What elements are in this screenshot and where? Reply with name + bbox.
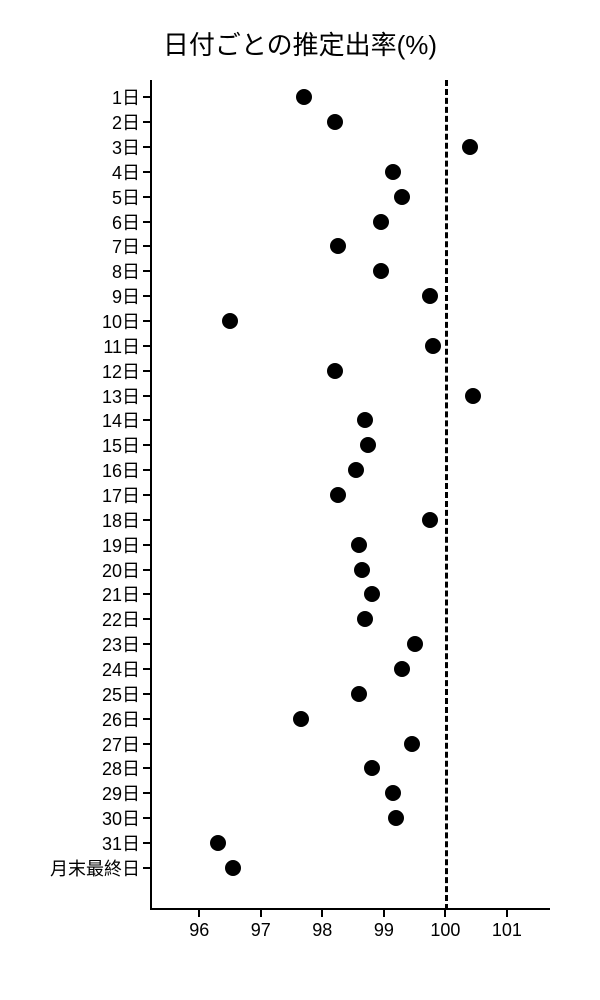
y-axis-label: 16日 bbox=[102, 457, 150, 483]
chart-container: 日付ごとの推定出率(%) 1日2日3日4日5日6日7日8日9日10日11日12日… bbox=[0, 0, 600, 1000]
x-axis-label: 100 bbox=[430, 910, 460, 941]
data-point bbox=[385, 785, 401, 801]
data-point bbox=[330, 238, 346, 254]
x-axis-label: 96 bbox=[189, 910, 209, 941]
data-point bbox=[373, 263, 389, 279]
y-axis-label: 14日 bbox=[102, 407, 150, 433]
reference-line bbox=[445, 80, 448, 910]
y-axis-label: 8日 bbox=[112, 258, 150, 284]
y-axis-label: 5日 bbox=[112, 184, 150, 210]
y-axis-label: 22日 bbox=[102, 606, 150, 632]
y-axis-label: 15日 bbox=[102, 432, 150, 458]
data-point bbox=[425, 338, 441, 354]
data-point bbox=[327, 363, 343, 379]
data-point bbox=[293, 711, 309, 727]
y-axis-label: 19日 bbox=[102, 532, 150, 558]
data-point bbox=[354, 562, 370, 578]
data-point bbox=[351, 686, 367, 702]
data-point bbox=[394, 661, 410, 677]
plot-area: 1日2日3日4日5日6日7日8日9日10日11日12日13日14日15日16日1… bbox=[150, 80, 550, 910]
data-point bbox=[422, 512, 438, 528]
data-point bbox=[407, 636, 423, 652]
y-axis-label: 12日 bbox=[102, 358, 150, 384]
data-point bbox=[210, 835, 226, 851]
x-axis-label: 99 bbox=[374, 910, 394, 941]
y-axis-label: 27日 bbox=[102, 731, 150, 757]
y-axis-label: 13日 bbox=[102, 383, 150, 409]
data-point bbox=[225, 860, 241, 876]
data-point bbox=[385, 164, 401, 180]
y-axis-label: 2日 bbox=[112, 109, 150, 135]
data-point bbox=[357, 611, 373, 627]
y-axis-label: 21日 bbox=[102, 581, 150, 607]
y-axis-label: 26日 bbox=[102, 706, 150, 732]
y-axis-label: 4日 bbox=[112, 159, 150, 185]
y-axis-label: 24日 bbox=[102, 656, 150, 682]
data-point bbox=[330, 487, 346, 503]
chart-title: 日付ごとの推定出率(%) bbox=[0, 25, 600, 62]
data-point bbox=[296, 89, 312, 105]
data-point bbox=[373, 214, 389, 230]
data-point bbox=[364, 586, 380, 602]
y-axis-label: 10日 bbox=[102, 308, 150, 334]
y-axis-label: 18日 bbox=[102, 507, 150, 533]
data-point bbox=[465, 388, 481, 404]
y-axis-label: 9日 bbox=[112, 283, 150, 309]
data-point bbox=[360, 437, 376, 453]
data-point bbox=[394, 189, 410, 205]
data-point bbox=[388, 810, 404, 826]
y-axis-label: 3日 bbox=[112, 134, 150, 160]
y-axis-label: 23日 bbox=[102, 631, 150, 657]
data-point bbox=[404, 736, 420, 752]
x-axis-label: 98 bbox=[312, 910, 332, 941]
data-point bbox=[364, 760, 380, 776]
data-point bbox=[462, 139, 478, 155]
data-point bbox=[348, 462, 364, 478]
y-axis-label: 1日 bbox=[112, 84, 150, 110]
data-point bbox=[422, 288, 438, 304]
y-axis-label: 30日 bbox=[102, 805, 150, 831]
data-point bbox=[351, 537, 367, 553]
y-axis-label: 11日 bbox=[103, 333, 150, 359]
x-axis-line bbox=[150, 908, 550, 910]
y-axis-line bbox=[150, 80, 152, 910]
x-axis-label: 101 bbox=[492, 910, 522, 941]
y-axis-label: 29日 bbox=[102, 780, 150, 806]
y-axis-label: 25日 bbox=[102, 681, 150, 707]
y-axis-label: 6日 bbox=[112, 209, 150, 235]
data-point bbox=[222, 313, 238, 329]
y-axis-label: 28日 bbox=[102, 755, 150, 781]
y-axis-label: 7日 bbox=[112, 233, 150, 259]
data-point bbox=[357, 412, 373, 428]
y-axis-label: 20日 bbox=[102, 557, 150, 583]
y-axis-label: 31日 bbox=[102, 830, 150, 856]
data-point bbox=[327, 114, 343, 130]
y-axis-label: 月末最終日 bbox=[50, 855, 150, 881]
x-axis-label: 97 bbox=[251, 910, 271, 941]
y-axis-label: 17日 bbox=[102, 482, 150, 508]
